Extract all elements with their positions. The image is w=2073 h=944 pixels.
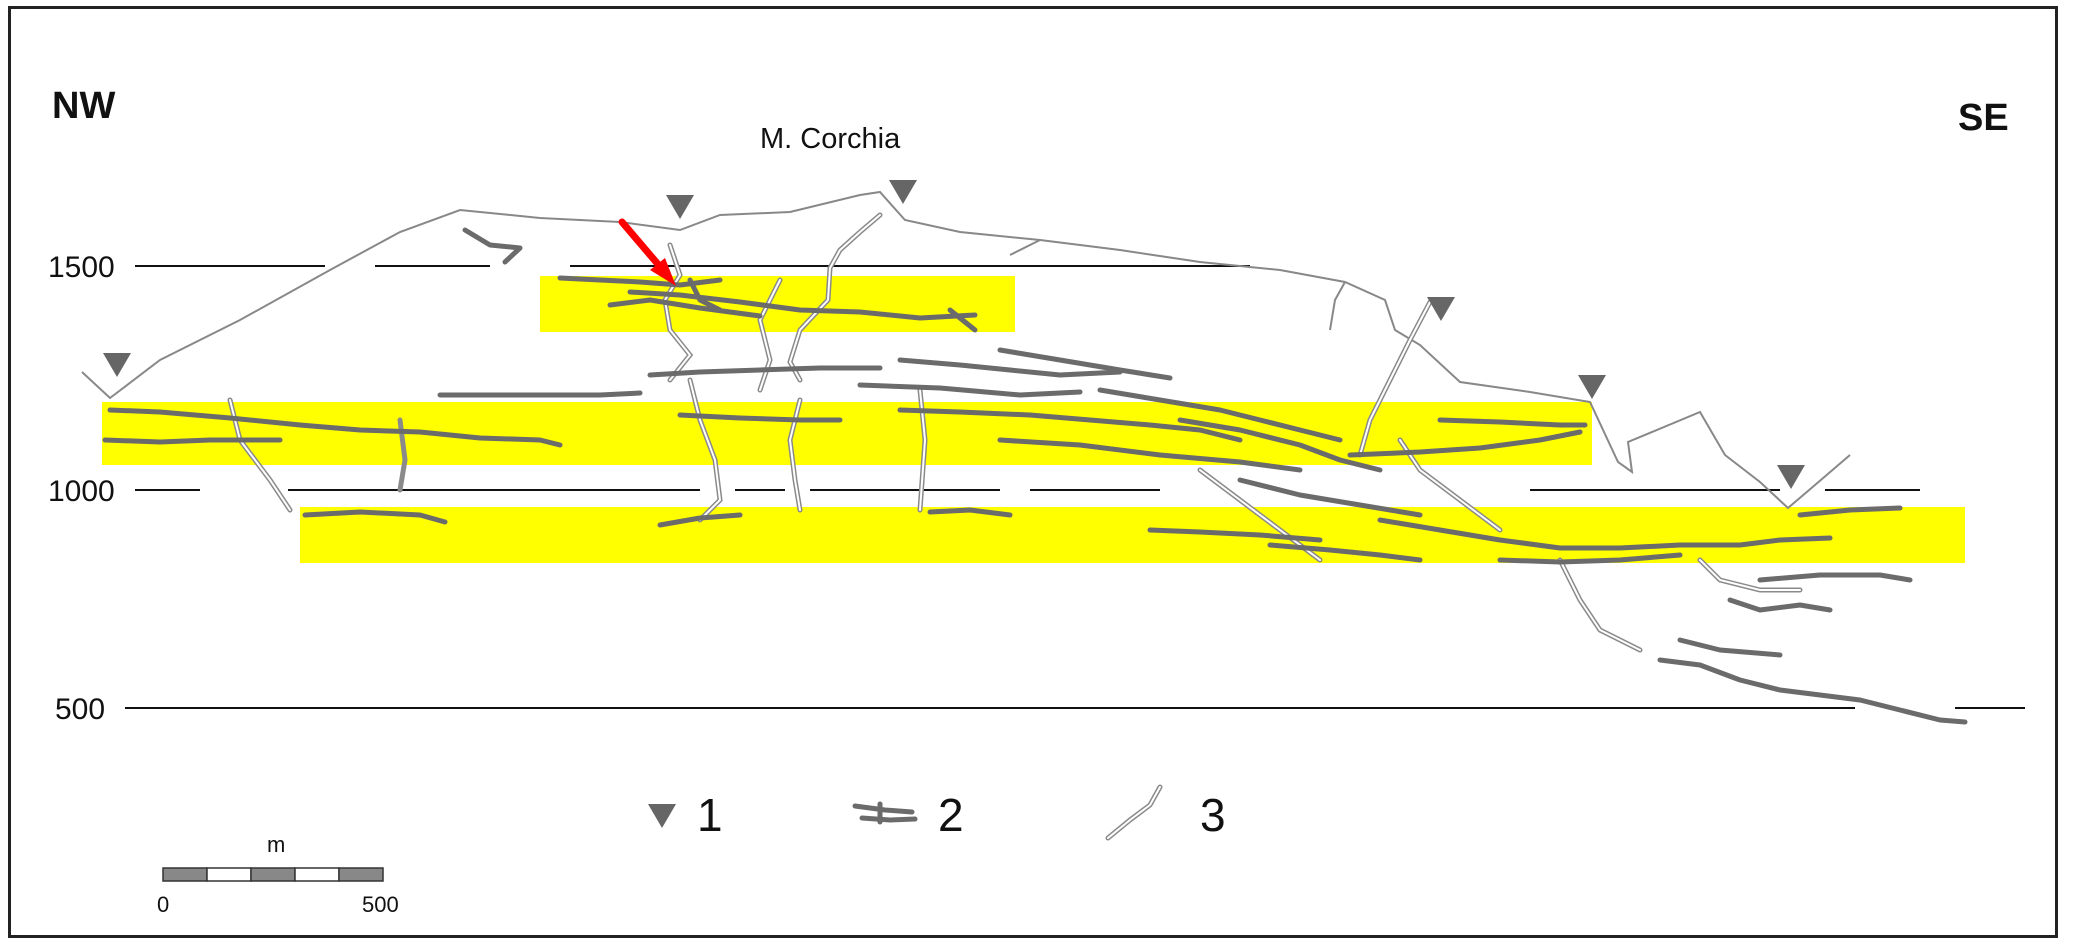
vertical-shaft-passages-inner xyxy=(229,214,1801,651)
surface-profile-branch xyxy=(1009,239,1346,331)
scale-end-label: 500 xyxy=(362,892,399,917)
elevation-label-1000: 1000 xyxy=(48,475,115,508)
scale-bar: m 0 500 xyxy=(157,832,399,917)
entrance-triangle-icon xyxy=(1427,297,1455,321)
cave-entrances xyxy=(103,180,1805,489)
horizontal-cave-passages xyxy=(102,227,1968,725)
entrance-triangle-icon xyxy=(1578,375,1606,399)
legend-label-3: 3 xyxy=(1200,789,1226,841)
horizontal-cave-passage-icon xyxy=(852,801,918,825)
scale-unit-label: m xyxy=(267,832,285,857)
legend: 1 2 3 xyxy=(648,784,1226,841)
entrance-triangle-icon xyxy=(103,353,131,377)
elevation-label-500: 500 xyxy=(55,693,105,726)
figure-frame xyxy=(8,6,2058,938)
entrance-triangle-icon xyxy=(648,804,676,828)
legend-label-2: 2 xyxy=(938,789,964,841)
red-arrow-icon xyxy=(618,218,676,286)
direction-label-se: SE xyxy=(1958,97,2009,139)
entrance-triangle-icon xyxy=(1777,465,1805,489)
level-band-lower xyxy=(300,507,1965,563)
direction-label-nw: NW xyxy=(52,85,115,127)
scale-start-label: 0 xyxy=(157,892,169,917)
surface-profile-line xyxy=(81,190,1851,510)
level-band-middle xyxy=(102,402,1592,465)
peak-label: M. Corchia xyxy=(760,123,901,155)
legend-label-1: 1 xyxy=(697,789,723,841)
cave-level-bands xyxy=(102,276,1965,563)
entrance-triangle-icon xyxy=(666,195,694,219)
elevation-lines xyxy=(125,265,2025,709)
elevation-label-1500: 1500 xyxy=(48,251,115,284)
entrance-triangle-icon xyxy=(889,180,917,204)
vertical-shaft-passage-icon xyxy=(1105,784,1163,841)
